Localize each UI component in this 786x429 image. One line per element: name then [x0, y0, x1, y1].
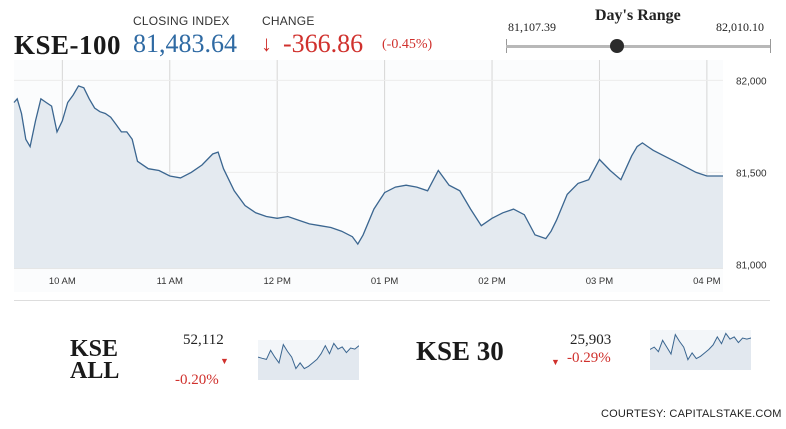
- mini-index-value: 52,112: [183, 332, 224, 348]
- closing-index-label: CLOSING INDEX: [133, 14, 230, 28]
- section-divider: [14, 300, 770, 301]
- mini-index-change: -0.20%: [175, 372, 219, 388]
- day-range-end-cap: [770, 39, 771, 53]
- day-range-marker: [609, 39, 624, 53]
- mini-index-change: -0.29%: [567, 350, 611, 366]
- arrow-down-icon: ↓: [261, 31, 272, 56]
- change-percent: (-0.45%): [382, 37, 433, 52]
- x-axis-labels: 10 AM 11 AM 12 PM 01 PM 02 PM 03 PM 04 PM: [49, 276, 721, 287]
- day-range-track: [506, 45, 770, 48]
- mini-index-name: KSE 30: [416, 336, 504, 366]
- mini-index-value: 25,903: [570, 332, 612, 348]
- mini-index-name: KSE ALL: [70, 336, 120, 384]
- intraday-chart: 81,000 81,500 82,000 10 AM 11 AM 12 PM 01 PM 0…: [13, 60, 767, 292]
- courtesy-credit: COURTESY: CAPITALSTAKE.COM: [601, 408, 782, 420]
- y-tick-label: 81,000: [736, 260, 767, 271]
- y-axis-labels: 81,000 81,500 82,000: [736, 76, 767, 271]
- sparkline-area: [650, 333, 751, 370]
- sparkline-line: [258, 342, 359, 370]
- y-tick-label: 81,500: [736, 168, 767, 179]
- price-area: [14, 85, 723, 269]
- day-range-low: 81,107.39: [508, 20, 556, 34]
- day-range-high: 82,010.10: [716, 20, 764, 34]
- sparkline-area: [258, 343, 359, 380]
- y-tick-label: 82,000: [736, 76, 767, 87]
- x-tick-label: 12 PM: [263, 276, 291, 287]
- x-tick-label: 04 PM: [693, 276, 721, 287]
- mini-sparkline-kse-all: [258, 340, 359, 380]
- x-tick-label: 11 AM: [157, 276, 183, 287]
- arrow-down-icon: ▼: [220, 356, 229, 366]
- index-name: KSE-100: [14, 30, 122, 60]
- day-range-title: Day's Range: [595, 7, 681, 24]
- x-tick-label: 10 AM: [49, 276, 76, 287]
- closing-index-value: 81,483.64: [133, 29, 237, 58]
- arrow-down-icon: ▼: [551, 357, 560, 367]
- x-tick-label: 02 PM: [478, 276, 506, 287]
- change-label: CHANGE: [262, 14, 315, 28]
- mini-sparkline-kse-30: [650, 330, 751, 370]
- price-line: [13, 85, 723, 246]
- sparkline-line: [650, 332, 751, 361]
- x-tick-label: 01 PM: [371, 276, 399, 287]
- change-value: -366.86: [283, 29, 364, 58]
- x-tick-label: 03 PM: [586, 276, 614, 287]
